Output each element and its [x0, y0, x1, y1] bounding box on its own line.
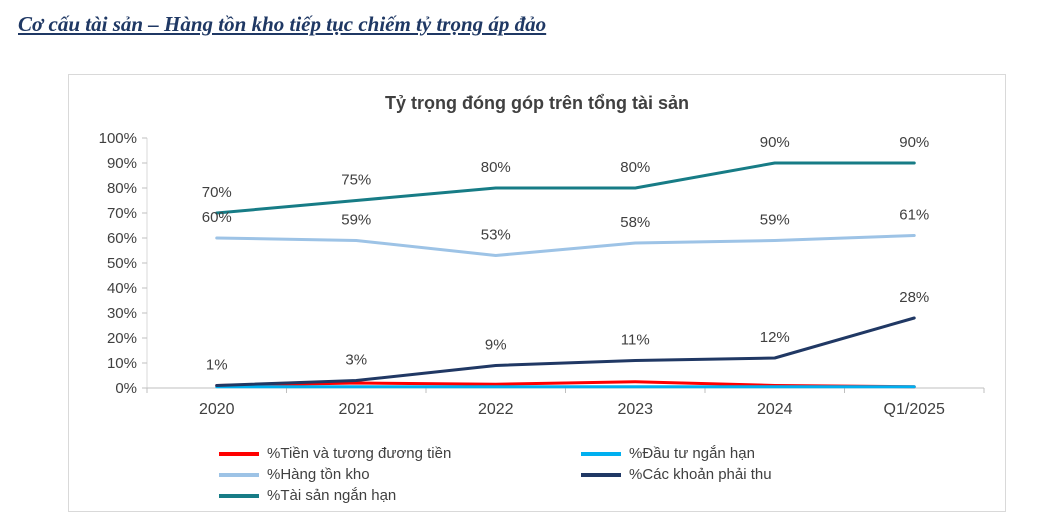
legend-marker	[581, 451, 621, 456]
page: Cơ cấu tài sản – Hàng tồn kho tiếp tục c…	[0, 12, 1037, 512]
legend-item: %Tài sản ngắn hạn	[219, 487, 581, 504]
legend-marker	[219, 472, 259, 477]
legend-label: %Hàng tồn kho	[267, 466, 370, 483]
legend-label: %Các khoản phải thu	[629, 466, 772, 483]
legend-label: %Tiền và tương đương tiền	[267, 445, 452, 462]
data-label: 3%	[345, 352, 367, 369]
data-label: 12%	[760, 329, 790, 346]
data-label: 11%	[621, 332, 650, 349]
y-axis-label: 40%	[107, 280, 137, 297]
legend-marker	[219, 493, 259, 498]
y-axis-label: 100%	[99, 130, 137, 147]
legend-item: %Tiền và tương đương tiền	[219, 445, 581, 462]
legend-item: %Đầu tư ngắn hạn	[581, 445, 943, 462]
y-axis-label: 60%	[107, 230, 137, 247]
y-axis-label: 20%	[107, 330, 137, 347]
chart-legend: %Tiền và tương đương tiền %Đầu tư ngắn hạ…	[219, 445, 943, 504]
data-label: 59%	[341, 212, 371, 229]
y-axis-label: 30%	[107, 305, 137, 322]
series-line-2	[215, 234, 916, 257]
legend-marker	[219, 451, 259, 456]
legend-label: %Tài sản ngắn hạn	[267, 487, 397, 504]
data-label: 90%	[760, 134, 790, 151]
data-label: 60%	[202, 209, 232, 226]
legend-label: %Đầu tư ngắn hạn	[629, 445, 755, 462]
legend-marker	[581, 472, 621, 477]
chart-title: Tỷ trọng đóng góp trên tổng tài sản	[385, 93, 689, 113]
data-label: 1%	[206, 357, 228, 374]
data-label: 80%	[620, 159, 650, 176]
data-label: 58%	[620, 214, 650, 231]
data-label: 90%	[899, 134, 929, 151]
data-label: 75%	[341, 172, 371, 189]
data-label: 9%	[485, 337, 507, 354]
page-title: Cơ cấu tài sản – Hàng tồn kho tiếp tục c…	[18, 12, 547, 36]
data-label: 28%	[899, 289, 929, 306]
line-chart-plot: 0% 10% 20% 30% 40% 50% 60% 70% 80% 90% 100% 2020 202…	[99, 130, 985, 418]
data-label: 80%	[481, 159, 511, 176]
y-axis-label: 80%	[107, 180, 137, 197]
y-axis-label: 50%	[107, 255, 137, 272]
y-axis-label: 70%	[107, 205, 137, 222]
data-label: 70%	[202, 184, 232, 201]
chart-panel: Tỷ trọng đóng góp trên tổng tài sản 0% 10…	[68, 74, 1006, 512]
x-axis-label: 2021	[338, 401, 374, 418]
data-label: 61%	[899, 207, 929, 224]
x-axis-label: 2023	[617, 401, 653, 418]
x-axis-label: 2020	[199, 401, 235, 418]
y-axis-label: 90%	[107, 155, 137, 172]
y-axis-label: 10%	[107, 355, 137, 372]
x-axis-label: Q1/2025	[884, 401, 945, 418]
x-axis-label: 2022	[478, 401, 514, 418]
data-label: 59%	[760, 212, 790, 229]
x-axis-label: 2024	[757, 401, 793, 418]
y-axis-label: 0%	[115, 380, 137, 397]
data-label: 53%	[481, 227, 511, 244]
series-line-4	[215, 161, 916, 215]
series-line-3	[215, 316, 916, 387]
legend-item: %Hàng tồn kho	[219, 466, 581, 483]
legend-item: %Các khoản phải thu	[581, 466, 943, 483]
